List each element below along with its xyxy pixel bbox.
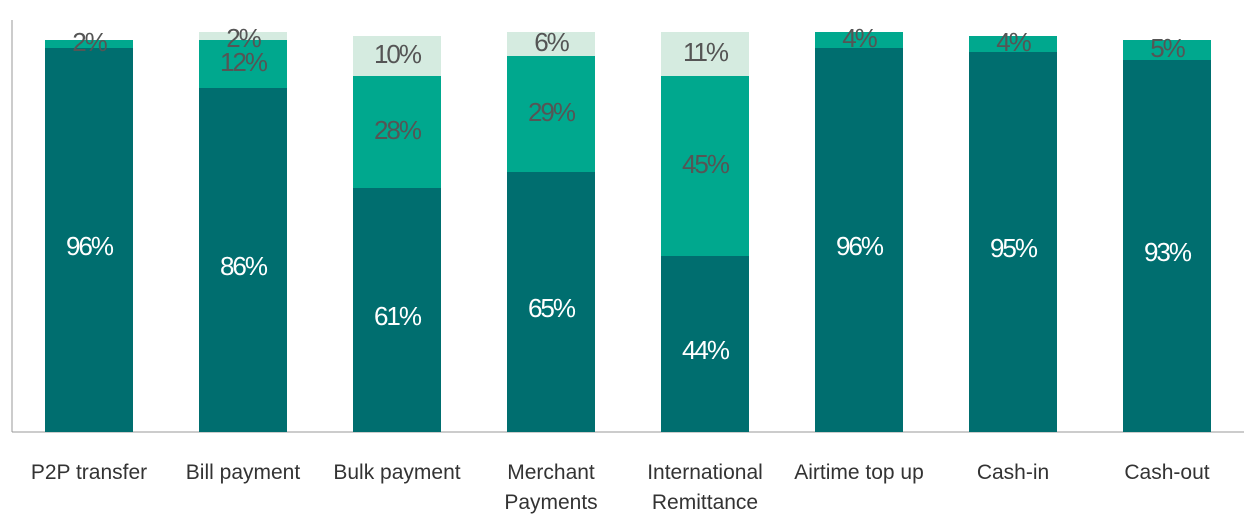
bar-segment	[661, 76, 749, 256]
bar-segment	[507, 56, 595, 172]
bar-segment	[199, 40, 287, 88]
data-label: 5%	[1150, 33, 1185, 63]
data-label: 4%	[996, 27, 1031, 57]
x-tick-label: Bulk payment	[333, 461, 461, 484]
bar-segment	[1123, 40, 1211, 60]
bar-segment	[353, 36, 441, 76]
data-label: 95%	[990, 233, 1038, 263]
bar-segment	[1123, 60, 1211, 432]
bar-segment	[969, 52, 1057, 432]
bar-segment	[353, 76, 441, 188]
data-label: 61%	[374, 301, 422, 331]
bar-segment	[507, 172, 595, 432]
data-label: 96%	[836, 231, 884, 261]
bar-segment	[661, 32, 749, 76]
data-label: 12%	[220, 47, 268, 77]
data-label: 10%	[374, 39, 422, 69]
data-label: 2%	[226, 23, 261, 53]
x-tick-label: Merchant Payments	[504, 461, 598, 514]
data-label: 93%	[1144, 237, 1192, 267]
bar-segment	[199, 88, 287, 432]
data-label: 86%	[220, 251, 268, 281]
x-tick-label: Bill payment	[185, 461, 301, 484]
bar-segment	[815, 48, 903, 432]
bar-segment	[45, 40, 133, 48]
bar-segment	[45, 48, 133, 432]
data-label: 28%	[374, 115, 422, 145]
data-label: 29%	[528, 97, 576, 127]
data-label: 44%	[682, 335, 730, 365]
data-label: 65%	[528, 293, 576, 323]
x-tick-label: Cash-in	[976, 461, 1050, 484]
data-label: 2%	[72, 27, 107, 57]
data-label: 96%	[66, 231, 114, 261]
data-label: 6%	[534, 27, 569, 57]
x-tick-label: Airtime top up	[794, 461, 924, 484]
x-tick-label: Cash-out	[1124, 461, 1210, 484]
data-label: 4%	[842, 23, 877, 53]
data-label: 45%	[682, 149, 730, 179]
data-label: 11%	[683, 37, 729, 67]
bar-segment	[661, 256, 749, 432]
bar-segment	[815, 32, 903, 48]
bar-segment	[507, 32, 595, 56]
bar-segment	[353, 188, 441, 432]
bar-segment	[199, 32, 287, 40]
x-tick-label: P2P transfer	[30, 461, 148, 484]
x-tick-label: International Remittance	[647, 461, 763, 514]
bar-segment	[969, 36, 1057, 52]
